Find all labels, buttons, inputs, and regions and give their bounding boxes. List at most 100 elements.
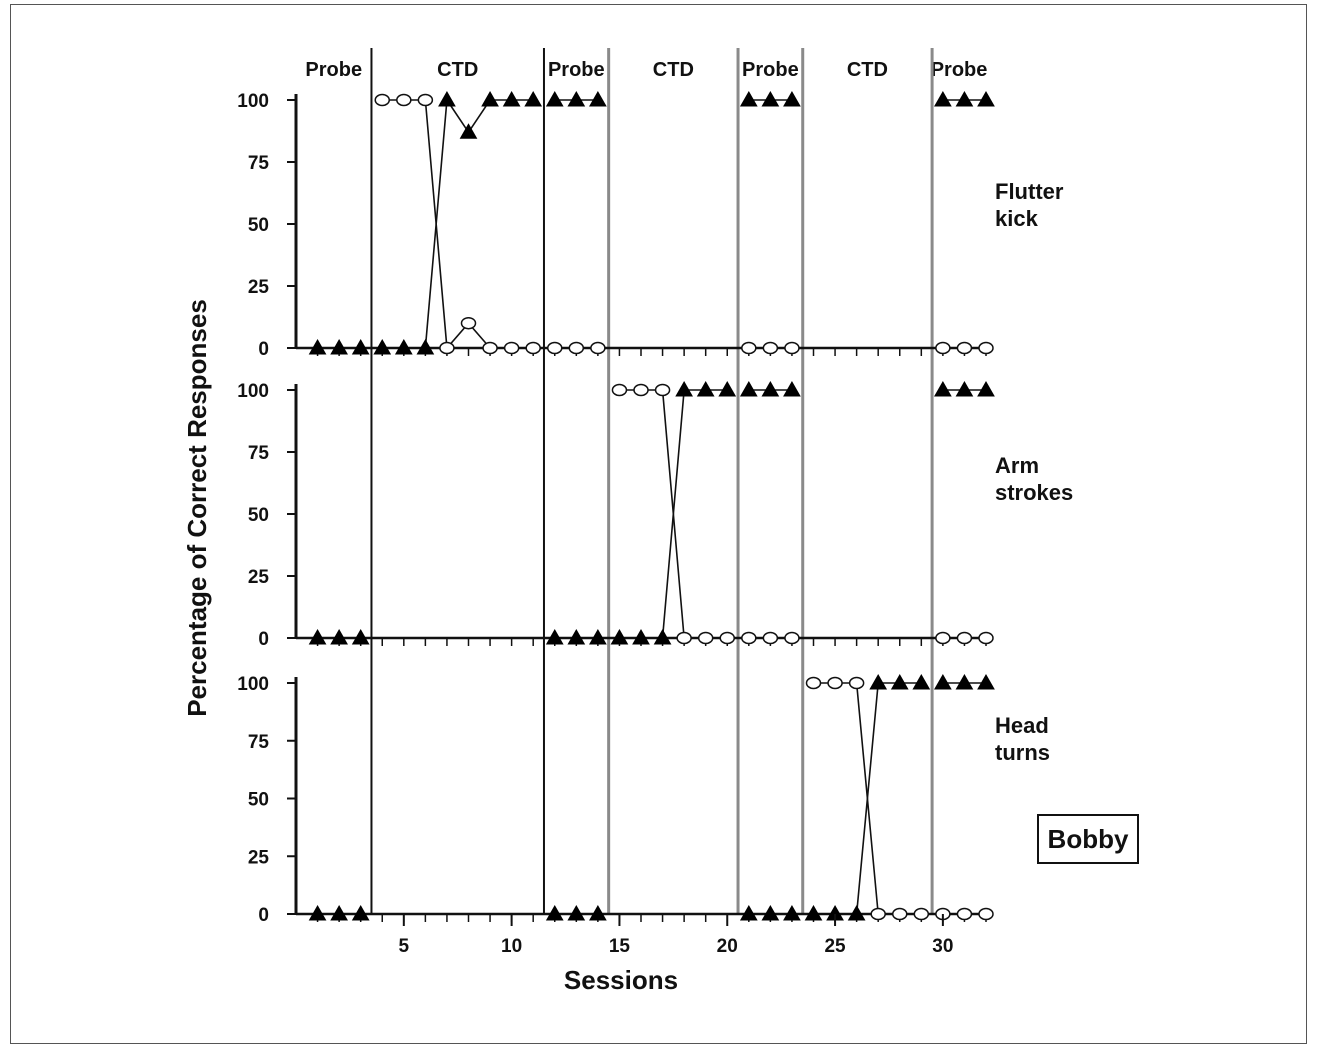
circle-point-1-0-2 [654,383,671,397]
triangle-point-0-4-0 [934,90,952,107]
triangle-point-2-2-1 [761,904,780,921]
triangle-point-2-3-2 [847,904,866,921]
participant-label: Bobby [1037,814,1139,864]
tier-label-0: Flutter kick [995,179,1064,231]
tier-label-line: turns [995,740,1050,765]
triangle-point-2-3-5 [912,673,931,690]
y-axis-title: Percentage of Correct Responses [182,299,212,717]
triangle-point-2-4-1 [955,673,974,690]
triangle-point-2-0-1 [330,904,348,921]
triangle-point-0-3-0 [739,90,758,107]
triangle-point-1-2-0 [610,628,629,645]
y-tick-label-2-25: 25 [248,847,270,868]
circle-point-1-1-2 [784,631,800,645]
tier-label-1: Arm strokes [995,453,1073,505]
circle-point-1-0-0 [611,383,628,397]
tier-label-line: Arm [995,453,1039,478]
circle-point-0-1-0 [547,341,563,355]
tier-label-2: Head turns [995,713,1050,765]
triangle-point-0-1-5 [481,90,499,107]
y-tick-label-2-100: 100 [237,674,269,695]
x-tick-label-30: 30 [932,936,953,957]
triangle-point-1-0-1 [330,628,348,645]
y-tick-label-2-50: 50 [248,790,269,811]
circle-point-1-1-0 [741,631,757,645]
circle-point-2-0-5 [913,907,930,921]
circle-point-1-0-5 [719,631,735,645]
circle-point-2-0-3 [870,907,886,921]
triangle-point-1-2-1 [632,628,650,645]
triangle-point-2-0-2 [351,904,370,921]
tier-label-line: kick [995,206,1039,231]
triangle-point-0-1-7 [524,90,543,107]
triangle-point-1-2-3 [675,380,693,397]
triangle-point-2-3-3 [869,673,888,690]
circle-point-0-0-2 [417,93,434,107]
triangle-point-1-1-2 [589,628,607,645]
circle-point-1-2-2 [978,631,994,645]
series-line-2-1-0 [813,682,922,915]
triangle-point-1-2-5 [718,380,737,397]
y-tick-label-1-0: 0 [258,629,269,650]
triangle-point-1-4-2 [977,380,995,397]
circle-point-0-0-0 [374,93,390,107]
circle-point-0-3-1 [956,341,973,355]
circle-point-0-0-6 [503,341,520,355]
x-tick-label-5: 5 [399,936,410,957]
circle-point-1-2-0 [935,631,951,645]
y-tick-label-0-50: 50 [248,215,269,236]
series-line-0-1-0 [382,99,534,350]
triangle-point-0-3-1 [761,90,780,107]
y-tick-label-2-0: 0 [258,905,269,926]
triangle-point-0-0-0 [308,338,327,355]
triangle-point-1-1-1 [567,628,586,645]
triangle-point-2-3-4 [890,673,909,690]
triangle-point-1-4-1 [955,380,974,397]
triangle-point-0-4-2 [977,90,995,107]
triangle-point-2-4-0 [934,673,952,690]
circle-point-2-0-4 [892,907,908,921]
triangle-point-2-1-1 [567,904,586,921]
x-tick-label-15: 15 [609,936,631,957]
y-tick-label-1-100: 100 [237,381,269,402]
triangle-point-0-0-1 [330,338,348,355]
series-line-1-1-0 [619,389,728,639]
circle-point-1-0-1 [633,383,649,397]
circle-point-1-1-1 [762,631,779,645]
triangle-point-1-2-4 [696,380,715,397]
triangle-point-1-3-2 [783,380,801,397]
circle-point-0-2-2 [784,341,800,355]
circle-point-0-0-3 [439,341,455,355]
circle-point-0-0-7 [525,341,541,355]
circle-point-2-1-2 [978,907,994,921]
circle-point-0-3-0 [935,341,951,355]
y-tick-label-0-75: 75 [248,153,270,174]
triangle-point-0-1-2 [416,338,435,355]
x-tick-label-20: 20 [717,936,738,957]
phase-label-1: CTD [437,59,478,81]
triangle-point-0-0-2 [351,338,370,355]
circle-point-0-0-1 [396,93,412,107]
triangle-point-0-1-3 [438,90,456,107]
triangle-point-0-1-1 [394,338,413,355]
circle-point-0-2-0 [741,341,757,355]
circle-point-2-1-1 [956,907,973,921]
phase-label-6: Probe [931,59,988,81]
y-tick-label-2-75: 75 [248,732,270,753]
y-tick-label-1-75: 75 [248,443,270,464]
triangle-point-0-2-1 [567,90,586,107]
triangle-point-0-2-2 [589,90,607,107]
tier-label-line: Head [995,713,1049,738]
phase-label-0: Probe [305,59,362,81]
triangle-point-1-2-2 [653,628,672,645]
circle-point-2-0-0 [805,676,822,690]
series-line-0-0-1 [382,97,534,349]
circle-point-2-0-2 [848,676,865,690]
triangle-point-2-3-0 [804,904,823,921]
triangle-point-2-2-2 [783,904,801,921]
x-tick-label-25: 25 [824,936,846,957]
tier-label-line: Flutter [995,179,1064,204]
circle-point-1-0-3 [676,631,692,645]
triangle-point-1-3-1 [761,380,780,397]
phase-label-3: CTD [653,59,694,81]
